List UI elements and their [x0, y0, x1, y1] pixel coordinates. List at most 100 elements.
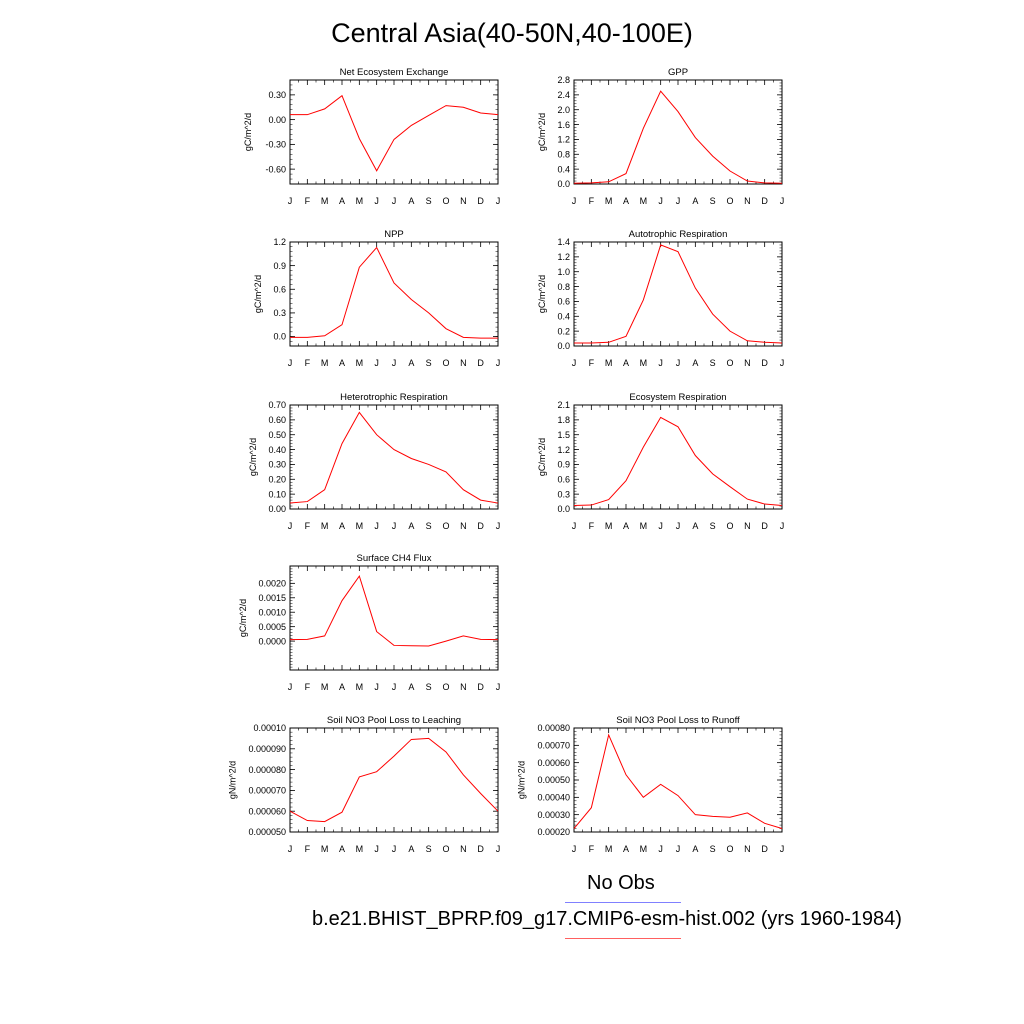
- y-tick-label: 1.2: [273, 237, 286, 247]
- x-tick-label: N: [744, 196, 751, 206]
- plot-frame: [289, 727, 499, 833]
- y-tick-label: 0.000060: [248, 806, 286, 816]
- x-tick-label: D: [761, 521, 768, 531]
- x-tick-label: J: [658, 196, 663, 206]
- x-tick-label: J: [496, 521, 501, 531]
- x-tick-label: J: [374, 196, 379, 206]
- y-tick-label: 1.8: [557, 415, 570, 425]
- x-tick-label: M: [640, 358, 648, 368]
- x-tick-label: J: [392, 682, 397, 692]
- x-tick-label: A: [623, 358, 629, 368]
- x-tick-label: J: [374, 682, 379, 692]
- x-tick-label: J: [676, 196, 681, 206]
- y-axis-label: gC/m^2/d: [248, 438, 258, 476]
- y-tick-label: 1.0: [557, 267, 570, 277]
- y-tick-label: 0.00070: [537, 741, 570, 751]
- y-axis-label: gN/m^2/d: [228, 761, 238, 799]
- x-tick-label: J: [780, 358, 785, 368]
- series-line: [573, 90, 783, 184]
- x-tick-label: J: [572, 358, 577, 368]
- y-axis-label: gC/m^2/d: [238, 599, 248, 637]
- y-tick-label: 0.50: [268, 430, 286, 440]
- y-tick-label: 2.1: [557, 400, 570, 410]
- x-tick-label: N: [460, 196, 467, 206]
- x-tick-label: M: [321, 196, 329, 206]
- y-tick-label: 0.000050: [248, 827, 286, 837]
- chart-soil-no3-leaching: J F M A M J J A S O N D J0.000100.0000900.0000800.00…: [228, 715, 501, 854]
- panel-title: Net Ecosystem Exchange: [340, 67, 449, 78]
- x-tick-label: O: [442, 196, 449, 206]
- y-tick-label: 2.0: [557, 105, 570, 115]
- y-tick-label: 0.000070: [248, 786, 286, 796]
- panel-title: Soil NO3 Pool Loss to Leaching: [327, 715, 461, 726]
- x-tick-label: M: [321, 844, 329, 854]
- y-tick-label: 0.00: [268, 115, 286, 125]
- x-tick-label: N: [460, 358, 467, 368]
- y-tick-label: -0.60: [265, 164, 286, 174]
- x-tick-label: J: [572, 196, 577, 206]
- y-tick-label: 0.30: [268, 90, 286, 100]
- plot-frame: [289, 241, 499, 347]
- x-tick-label: N: [460, 521, 467, 531]
- series-line: [573, 416, 783, 507]
- x-tick-label: M: [640, 196, 648, 206]
- y-tick-label: -0.30: [265, 140, 286, 150]
- x-tick-label: A: [408, 358, 414, 368]
- x-tick-label: D: [761, 844, 768, 854]
- x-tick-label: J: [392, 844, 397, 854]
- y-tick-label: 0.000090: [248, 744, 286, 754]
- chart-ecosystem-respiration: J F M A M J J A S O N D J2.11.81.51.20.90.60.30.0Eco…: [537, 392, 784, 531]
- main-title: Central Asia(40-50N,40-100E): [331, 18, 693, 48]
- x-tick-label: N: [744, 358, 751, 368]
- x-tick-label: M: [321, 358, 329, 368]
- x-tick-label: A: [692, 521, 698, 531]
- legend-label-obs: No Obs: [587, 872, 655, 894]
- y-tick-label: 0.00060: [537, 758, 570, 768]
- x-tick-label: M: [356, 358, 364, 368]
- x-tick-label: D: [477, 196, 484, 206]
- x-tick-label: J: [572, 521, 577, 531]
- x-tick-label: J: [496, 358, 501, 368]
- y-tick-label: 1.5: [557, 430, 570, 440]
- x-tick-label: M: [356, 844, 364, 854]
- y-tick-label: 0.9: [557, 460, 570, 470]
- x-tick-label: J: [496, 682, 501, 692]
- x-tick-label: F: [589, 521, 595, 531]
- x-tick-label: O: [726, 844, 733, 854]
- y-tick-label: 0.60: [268, 415, 286, 425]
- y-tick-label: 0.00010: [253, 723, 286, 733]
- y-tick-label: 0.3: [557, 489, 570, 499]
- y-tick-label: 0.0: [273, 332, 286, 342]
- y-tick-label: 0.0020: [258, 579, 286, 589]
- x-tick-label: S: [426, 358, 432, 368]
- x-tick-label: N: [744, 521, 751, 531]
- y-tick-label: 0.6: [557, 474, 570, 484]
- x-tick-label: A: [339, 682, 345, 692]
- x-tick-label: O: [442, 682, 449, 692]
- y-tick-label: 0.0010: [258, 607, 286, 617]
- y-tick-label: 0.0: [557, 504, 570, 514]
- x-tick-label: M: [356, 682, 364, 692]
- x-tick-label: F: [589, 358, 595, 368]
- x-tick-label: A: [408, 196, 414, 206]
- x-tick-label: O: [726, 196, 733, 206]
- x-tick-label: J: [288, 521, 293, 531]
- x-tick-label: F: [305, 196, 311, 206]
- chart-autotrophic-respiration: J F M A M J J A S O N D J1.41.21.00.80.60.40.20.0Aut…: [537, 229, 784, 368]
- x-tick-label: F: [589, 844, 595, 854]
- x-tick-label: S: [426, 844, 432, 854]
- y-tick-label: 0.00080: [537, 723, 570, 733]
- x-tick-label: J: [780, 844, 785, 854]
- y-tick-label: 0.2: [557, 326, 570, 336]
- y-tick-label: 0.9: [273, 261, 286, 271]
- legend-line-model: [565, 938, 681, 939]
- x-tick-label: F: [305, 521, 311, 531]
- x-tick-label: A: [339, 844, 345, 854]
- y-tick-label: 0.0: [557, 341, 570, 351]
- x-tick-label: N: [460, 844, 467, 854]
- panel-title: Ecosystem Respiration: [629, 392, 726, 403]
- chart-soil-no3-runoff: J F M A M J J A S O N D J0.000800.000700.000600.0005…: [517, 715, 785, 854]
- x-tick-label: J: [496, 196, 501, 206]
- x-tick-label: F: [305, 682, 311, 692]
